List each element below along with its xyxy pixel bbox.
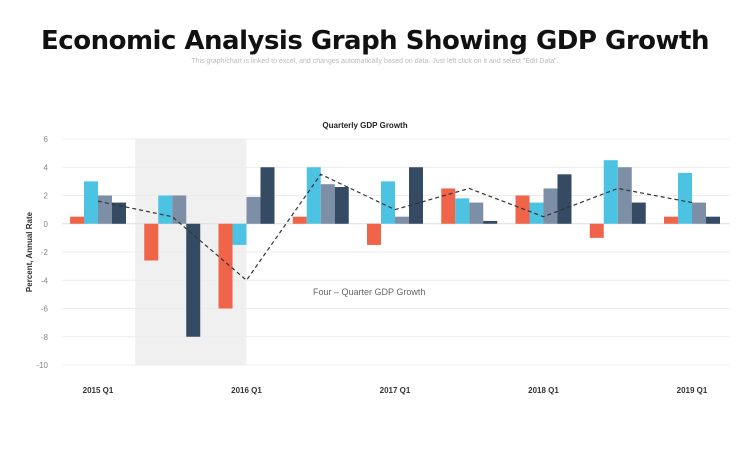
bar: [292, 216, 307, 224]
bar: [306, 167, 321, 224]
page-title: Economic Analysis Graph Showing GDP Grow…: [41, 26, 709, 56]
y-tick-label: -8: [41, 333, 49, 342]
y-tick-label: 2: [44, 192, 49, 201]
bar: [395, 216, 409, 224]
bar: [381, 181, 395, 224]
y-tick-label: -4: [41, 276, 49, 285]
x-tick-label: 2016 Q1: [231, 386, 262, 395]
bar: [98, 195, 112, 224]
bar: [617, 167, 632, 224]
bar: [664, 216, 678, 224]
bar: [678, 172, 692, 224]
x-tick-label: 2017 Q1: [380, 386, 411, 395]
bar: [603, 160, 618, 224]
y-axis-label: Percent, Annual Rate: [25, 211, 34, 292]
bar: [543, 188, 558, 224]
bar: [144, 223, 159, 261]
x-tick-label: 2015 Q1: [83, 386, 114, 395]
bar: [515, 195, 530, 224]
x-tick-label: 2019 Q1: [677, 386, 708, 395]
page-subtitle: This graph/chart is linked to excel, and…: [191, 58, 559, 65]
y-tick-label: 6: [44, 135, 49, 144]
bar: [409, 167, 423, 224]
bar: [557, 174, 572, 224]
x-tick-label: 2018 Q1: [528, 386, 559, 395]
y-tick-label: -2: [41, 248, 49, 257]
y-tick-label: -6: [41, 305, 49, 314]
bar: [320, 184, 335, 224]
bar: [706, 216, 720, 224]
bar: [441, 188, 456, 224]
line-label: Four – Quarter GDP Growth: [313, 287, 425, 297]
bar: [158, 195, 173, 224]
bar: [172, 195, 187, 224]
bar: [112, 202, 126, 224]
bar: [483, 220, 498, 224]
bar: [70, 216, 84, 224]
bar: [232, 223, 247, 245]
four-quarter-growth-line: [97, 173, 693, 282]
bar: [84, 181, 98, 224]
bar: [218, 223, 233, 309]
bar: [469, 202, 484, 224]
bar: [692, 202, 706, 224]
y-tick-label: 0: [44, 220, 49, 229]
bar: [186, 223, 201, 337]
y-tick-label: -10: [36, 361, 48, 370]
bar: [631, 202, 646, 224]
bar: [260, 167, 275, 224]
bar: [455, 198, 470, 224]
bar: [367, 223, 381, 245]
bar: [334, 187, 349, 224]
bar: [529, 202, 544, 224]
bar: [246, 196, 261, 224]
bar: [589, 223, 604, 238]
y-tick-label: 4: [44, 163, 49, 172]
chart-title: Quarterly GDP Growth: [322, 121, 407, 130]
